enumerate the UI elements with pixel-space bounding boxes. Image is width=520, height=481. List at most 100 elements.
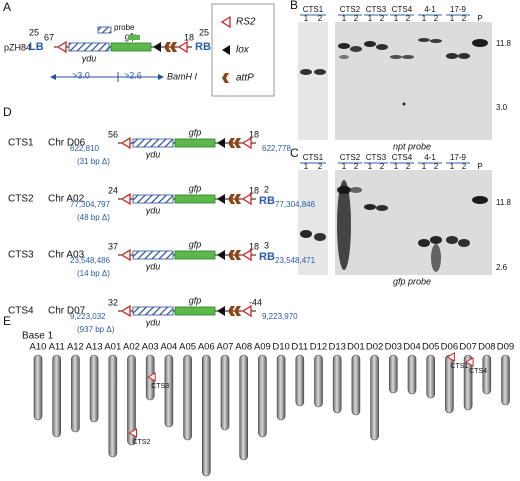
gfp-gene bbox=[174, 138, 216, 148]
gel-band bbox=[390, 55, 402, 59]
insertion-site bbox=[147, 372, 156, 382]
chromosome-label: A11 bbox=[49, 342, 65, 353]
lb-label: LB bbox=[29, 41, 44, 53]
lox-site bbox=[217, 194, 225, 204]
lane-group: CTS2 bbox=[340, 153, 361, 162]
rs2-site bbox=[241, 136, 252, 150]
gel-band bbox=[350, 46, 362, 52]
chromosome-label: A05 bbox=[179, 342, 196, 353]
gel-band bbox=[339, 55, 349, 59]
lane-group: CTS3 bbox=[366, 153, 387, 162]
panel-letter: D bbox=[3, 105, 12, 119]
chromosome bbox=[482, 354, 492, 395]
attp-site bbox=[234, 306, 241, 316]
lane-parent: P bbox=[477, 162, 482, 171]
lb-length: 25 bbox=[29, 27, 39, 37]
chromosome-label: D11 bbox=[291, 342, 308, 353]
chromosome-label: D08 bbox=[478, 342, 495, 353]
lane-group: CTS4 bbox=[392, 153, 413, 162]
chromosome-label: A13 bbox=[86, 342, 103, 353]
gel-band bbox=[364, 41, 376, 47]
chromosome-label: A08 bbox=[235, 342, 252, 353]
fragment-size: >2.6 bbox=[124, 70, 142, 80]
gel-band bbox=[364, 204, 376, 210]
left-coordinate: 77,304,797 bbox=[70, 200, 111, 209]
gel-right bbox=[335, 170, 492, 275]
attp-site bbox=[234, 194, 241, 204]
gel-band bbox=[472, 39, 488, 47]
rs2-site bbox=[120, 192, 131, 206]
lane-number: 2 bbox=[380, 162, 385, 171]
lane-number: 1 bbox=[342, 162, 347, 171]
insertion-site bbox=[446, 352, 455, 362]
chromosome bbox=[407, 354, 417, 395]
right-gap: 18 bbox=[249, 185, 259, 195]
lane-number: 1 bbox=[394, 14, 399, 23]
gel-band bbox=[430, 236, 442, 244]
line-name: CTS4 bbox=[8, 306, 34, 317]
gfp-gene bbox=[110, 42, 152, 52]
line-name: CTS2 bbox=[8, 194, 34, 205]
line-name: CTS1 bbox=[8, 138, 34, 149]
insertion-site bbox=[465, 357, 474, 367]
chromosome bbox=[33, 354, 43, 421]
gfp-gene bbox=[174, 250, 216, 260]
lane-group: 4-1 bbox=[424, 153, 436, 162]
lane-group: CTS3 bbox=[366, 5, 387, 14]
gel-band bbox=[418, 239, 430, 247]
insertion-site bbox=[128, 428, 137, 438]
chromosome bbox=[445, 354, 454, 414]
gel-left bbox=[298, 22, 328, 140]
chromosome-name: Chr D07 bbox=[48, 306, 86, 317]
gel-band bbox=[472, 196, 488, 204]
right-gap: 18 bbox=[249, 129, 259, 139]
lane-group: CTS4 bbox=[392, 5, 413, 14]
right-coordinate: 9,223,970 bbox=[262, 312, 298, 321]
ydu-gene bbox=[132, 194, 174, 204]
gel-band bbox=[430, 39, 442, 43]
probe-box-gfp bbox=[128, 35, 140, 40]
gel-band bbox=[446, 236, 458, 244]
gfp-label: gfp bbox=[189, 295, 202, 305]
left-coordinate: 622,810 bbox=[70, 144, 99, 153]
gel-band bbox=[314, 233, 326, 241]
gel-band bbox=[418, 38, 430, 42]
chromosome-name: Chr D06 bbox=[48, 138, 86, 149]
left-gap: 32 bbox=[108, 297, 118, 307]
rs2-site bbox=[241, 192, 252, 206]
deletion: (14 bp Δ) bbox=[77, 269, 110, 278]
lane-number: 1 bbox=[368, 14, 373, 23]
chromosome bbox=[388, 354, 398, 394]
lane-number: 1 bbox=[342, 14, 347, 23]
lane-number: 1 bbox=[450, 162, 455, 171]
gel-band bbox=[376, 205, 388, 211]
left-coordinate: 23,548,486 bbox=[70, 256, 111, 265]
lox-site bbox=[222, 45, 230, 55]
attp-site bbox=[234, 138, 241, 148]
rs2-site bbox=[120, 136, 131, 150]
lox-site bbox=[217, 306, 225, 316]
gel-band bbox=[337, 186, 351, 194]
rb-length: 3 bbox=[264, 240, 269, 250]
right-gap: 18 bbox=[249, 241, 259, 251]
insertion-label: CTS1 bbox=[450, 363, 468, 370]
chromosome bbox=[164, 354, 174, 428]
lane-number: 1 bbox=[368, 162, 373, 171]
chromosome bbox=[220, 354, 230, 431]
rs2-site bbox=[56, 40, 67, 54]
chromosome bbox=[276, 354, 286, 421]
rb-label: RB bbox=[259, 195, 275, 207]
chromosome bbox=[351, 354, 361, 416]
right-coordinate: 23,548,471 bbox=[275, 256, 316, 265]
attp-site bbox=[234, 250, 241, 260]
panel-letter: A bbox=[3, 0, 11, 14]
chromosome bbox=[239, 354, 248, 461]
size-marker: 11.8 bbox=[496, 39, 512, 48]
chromosome bbox=[71, 354, 80, 433]
right-coordinate: 77,304,846 bbox=[275, 200, 316, 209]
chromosome-label: A10 bbox=[30, 342, 47, 353]
chromosome bbox=[426, 354, 436, 399]
rb-label: RB bbox=[259, 251, 275, 263]
gel-band bbox=[314, 69, 326, 75]
